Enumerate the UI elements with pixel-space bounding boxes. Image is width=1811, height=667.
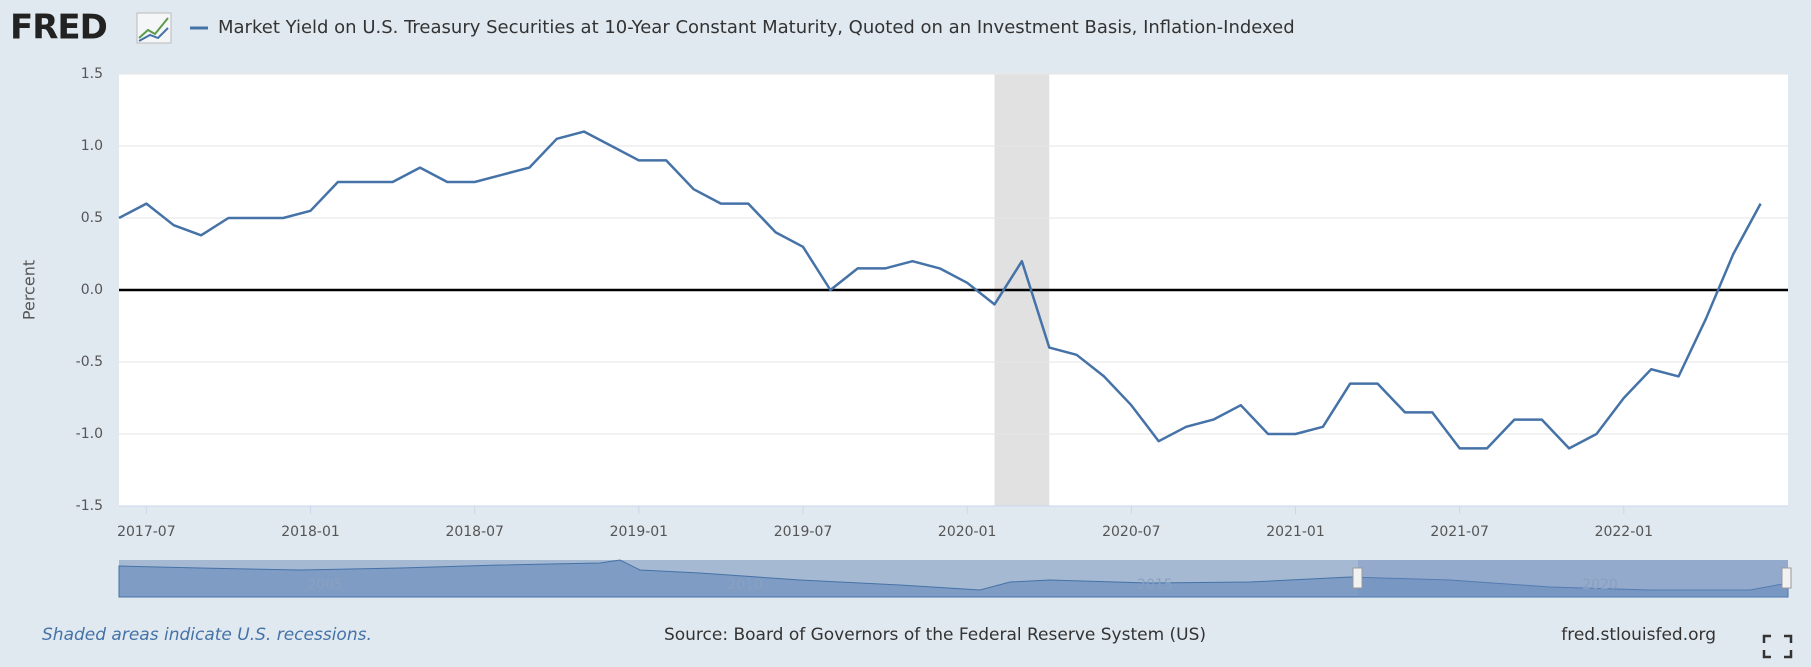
y-axis-label: Percent [20, 260, 39, 320]
source: Source: Board of Governors of the Federa… [664, 625, 1206, 645]
x-tick-label: 2020-01 [938, 524, 997, 540]
x-tick-label: 2022-01 [1595, 524, 1654, 540]
x-tick-label: 2018-01 [281, 524, 340, 540]
x-tick-label: 2021-07 [1430, 524, 1489, 540]
x-tick-label: 2019-07 [774, 524, 833, 540]
recession-note: Shaded areas indicate U.S. recessions. [42, 625, 372, 645]
logo: FRED [10, 8, 107, 48]
navigator-label: 2020 [1582, 577, 1618, 593]
x-tick-label: 2018-07 [445, 524, 504, 540]
logo-icon [136, 12, 172, 44]
navigator: 2005 2010 2015 2020 [118, 559, 1792, 598]
legend-title: Market Yield on U.S. Treasury Securities… [218, 17, 1295, 38]
y-tick-label: -1.5 [76, 498, 103, 514]
y-tick-label: -0.5 [76, 354, 103, 370]
x-tick-label: 2019-01 [610, 524, 669, 540]
y-tick-label: 0.0 [81, 282, 103, 298]
navigator-label: 2010 [727, 577, 763, 593]
x-tick-label: 2020-07 [1102, 524, 1161, 540]
y-tick-label: 0.5 [81, 210, 103, 226]
data-line [118, 130, 1762, 450]
navigator-label: 2005 [307, 577, 343, 593]
y-tick-label: 1.5 [81, 66, 103, 82]
y-tick-label: 1.0 [81, 138, 103, 154]
x-tick-label: 2021-01 [1266, 524, 1325, 540]
fullscreen-icon[interactable] [1762, 634, 1793, 659]
navigator-label: 2015 [1137, 577, 1173, 593]
x-tick-label: 2017-07 [117, 524, 176, 540]
site-link[interactable]: fred.stlouisfed.org [1561, 625, 1716, 645]
y-tick-label: -1.0 [76, 426, 103, 442]
